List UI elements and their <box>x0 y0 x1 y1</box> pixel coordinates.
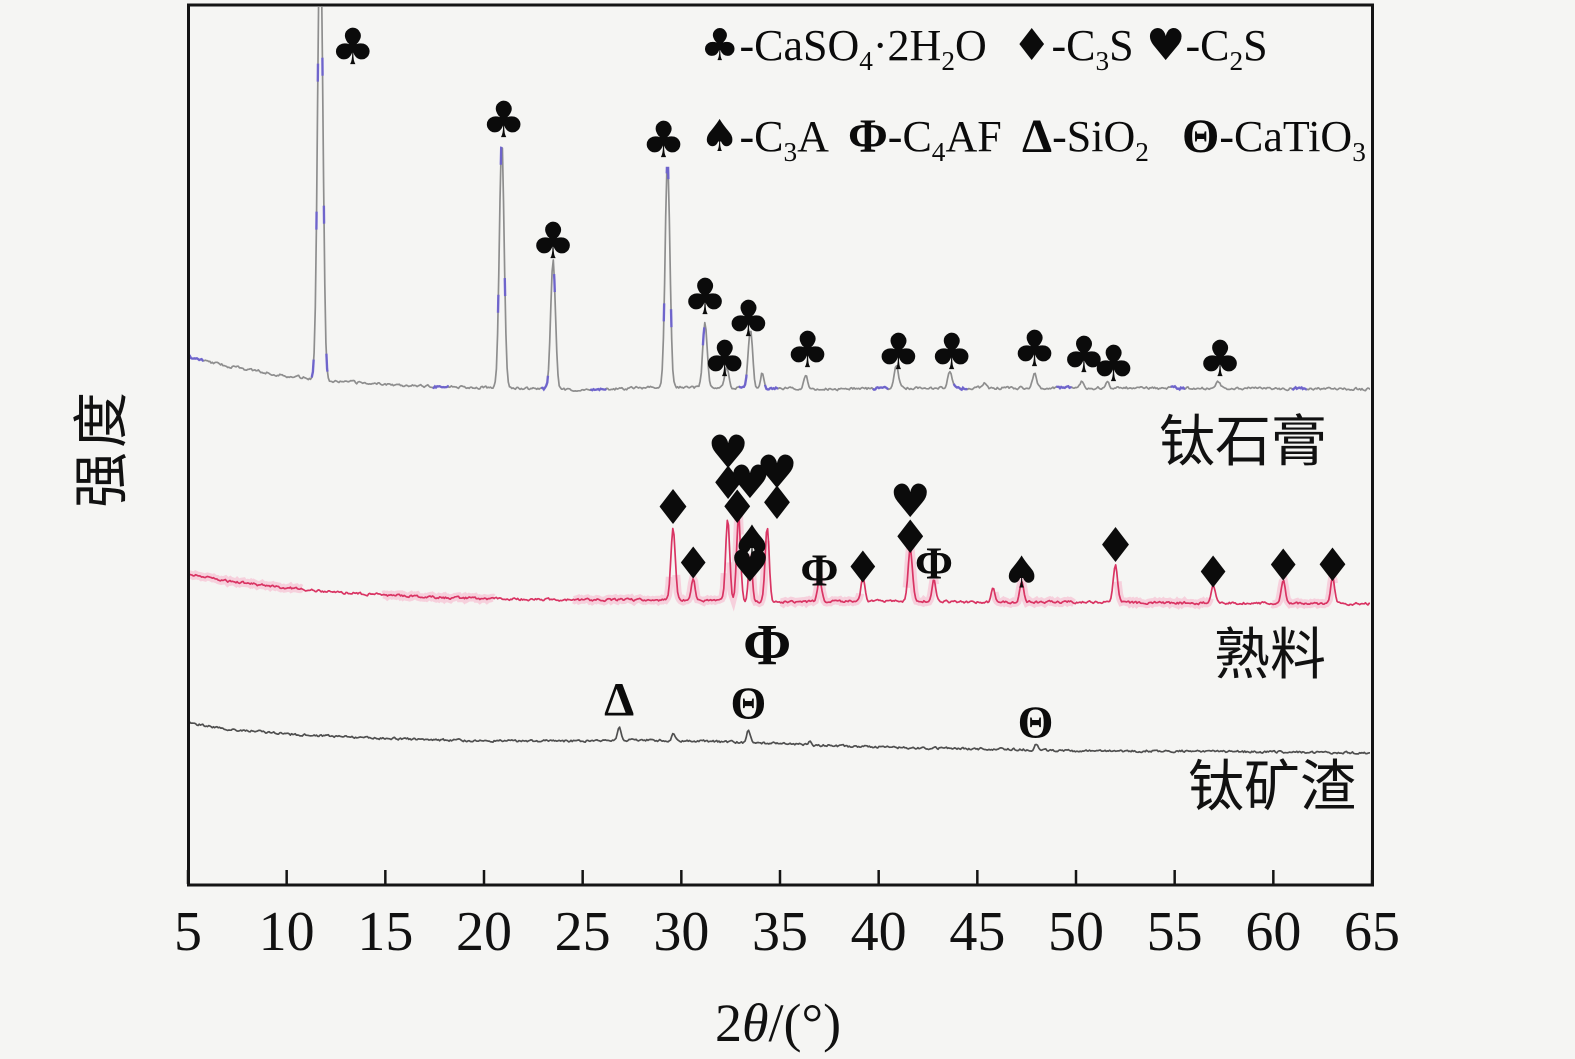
legend-formula: -CaTiO3 <box>1219 112 1366 167</box>
phase-marker-club: ♣ <box>481 91 526 149</box>
phase-marker-heart: ♥ <box>729 455 770 509</box>
phase-marker-theta: Θ <box>1018 697 1054 748</box>
traces-group <box>190 7 1370 755</box>
markers-series-0: ♣♣♣♣♣♣♣♣ ♣ ♣ ♣ ♣♣ ♣ <box>330 18 1242 393</box>
x-axis-title-pre: 2 <box>714 993 742 1053</box>
phase-marker-diamond: ♦ <box>651 480 694 536</box>
markers-series-1: ♦♦♥♦♥♥♦♦♠♥ΦΦ ♦♥♦Φ ♠ ♦ ♦ ♦ ♦ <box>651 425 1353 678</box>
phase-marker-club: ♣ <box>876 323 921 381</box>
phase-marker-club: ♣ <box>929 323 974 381</box>
legend-item-phi: Φ -C4AF <box>848 110 1002 167</box>
phase-marker-club: ♣ <box>641 111 686 169</box>
x-axis: 5 10 15 20 25 30 35 40 45 50 55 60 65 <box>174 870 1400 963</box>
x-tick-label: 45 <box>949 901 1005 963</box>
legend-item-spade: ♠ -C3A <box>700 111 829 167</box>
delta-icon: Δ <box>1022 110 1053 163</box>
phase-marker-diamond: ♦ <box>756 476 797 530</box>
phase-marker-club: ♣ <box>702 330 747 388</box>
theta-icon: Θ <box>1182 110 1220 163</box>
x-axis-title-theta: θ <box>741 993 769 1053</box>
legend-item-diamond: ♦ -C3S <box>1012 20 1134 76</box>
phase-marker-diamond: ♦ <box>890 510 931 564</box>
legend-formula: -C3S <box>1051 21 1134 76</box>
x-tick-label: 60 <box>1245 901 1301 963</box>
legend-item-delta: Δ -SiO2 <box>1022 110 1149 167</box>
x-axis-title: 2θ/(°) <box>688 992 868 1054</box>
phase-marker-heart: ♥ <box>730 542 769 593</box>
series-label-2: 钛矿渣 <box>1188 757 1356 819</box>
phase-marker-theta: Θ <box>731 678 767 729</box>
x-tick-label: 30 <box>653 901 709 963</box>
diamond-icon: ♦ <box>1012 20 1052 71</box>
legend-formula: -C3A <box>739 112 829 167</box>
phase-marker-diamond: ♦ <box>1312 538 1353 592</box>
x-tick-label: 15 <box>357 901 413 963</box>
xrd-trace-1 <box>190 518 1370 607</box>
heart-icon: ♥ <box>1146 20 1186 71</box>
phase-marker-club: ♣ <box>785 321 830 379</box>
phase-marker-diamond: ♦ <box>707 456 748 510</box>
phi-icon: Φ <box>848 110 888 163</box>
phase-marker-diamond: ♦ <box>673 539 712 590</box>
phase-marker-phi: Φ <box>743 613 791 678</box>
spade-icon: ♠ <box>700 111 740 162</box>
club-icon: ♣ <box>700 20 740 71</box>
xrd-trace-2 <box>190 721 1370 755</box>
x-tick-label: 25 <box>555 901 611 963</box>
phase-marker-diamond: ♦ <box>1193 548 1232 599</box>
phase-marker-club: ♣ <box>1198 330 1243 388</box>
phase-marker-delta: Δ <box>604 674 634 727</box>
series-label-0: 钛石膏 <box>1159 412 1327 474</box>
x-axis-title-post: /(°) <box>768 993 842 1053</box>
phase-marker-club: ♣ <box>1091 335 1136 393</box>
phase-marker-phi: Φ <box>800 545 838 596</box>
phase-marker-club: ♣ <box>531 212 576 270</box>
phase-marker-heart: ♥ <box>890 474 931 528</box>
legend-item-club: ♣ -CaSO4·2H2O <box>700 20 987 76</box>
plot-border <box>187 3 1374 887</box>
legend-formula: -C2S <box>1185 21 1268 76</box>
phase-marker-club: ♣ <box>1012 320 1057 378</box>
legend-item-heart: ♥ -C2S <box>1146 20 1268 76</box>
trace-accent-0 <box>190 7 1370 393</box>
phase-marker-diamond: ♦ <box>843 543 882 594</box>
phase-marker-club: ♣ <box>1061 326 1106 384</box>
phase-marker-diamond: ♦ <box>1094 518 1137 574</box>
x-tick-label: 65 <box>1344 901 1400 963</box>
x-tick-label: 50 <box>1048 901 1104 963</box>
legend-item-theta: Θ -CaTiO3 <box>1182 110 1366 167</box>
phase-marker-spade: ♠ <box>1002 548 1041 599</box>
phase-marker-club: ♣ <box>330 18 375 76</box>
legend-formula: -SiO2 <box>1052 112 1149 167</box>
phase-marker-heart: ♥ <box>707 425 748 479</box>
x-tick-label: 35 <box>752 901 808 963</box>
series-label-1: 熟料 <box>1214 625 1326 687</box>
phase-marker-club: ♣ <box>683 268 728 326</box>
x-tick-label: 10 <box>259 901 315 963</box>
phase-marker-phi: Φ <box>915 538 953 589</box>
x-tick-label: 5 <box>174 901 202 963</box>
legend-formula: -CaSO4·2H2O <box>739 21 987 76</box>
x-tick-label: 20 <box>456 901 512 963</box>
phase-marker-diamond: ♦ <box>1263 541 1302 592</box>
phase-marker-club: ♣ <box>726 290 771 348</box>
y-axis-title: 强度 <box>72 388 134 508</box>
phase-marker-diamond: ♦ <box>717 480 758 534</box>
x-tick-label: 40 <box>851 901 907 963</box>
phase-marker-heart: ♥ <box>756 445 797 499</box>
legend-formula: -C4AF <box>887 112 1002 167</box>
phase-marker-spade: ♠ <box>731 515 772 569</box>
x-tick-label: 55 <box>1147 901 1203 963</box>
